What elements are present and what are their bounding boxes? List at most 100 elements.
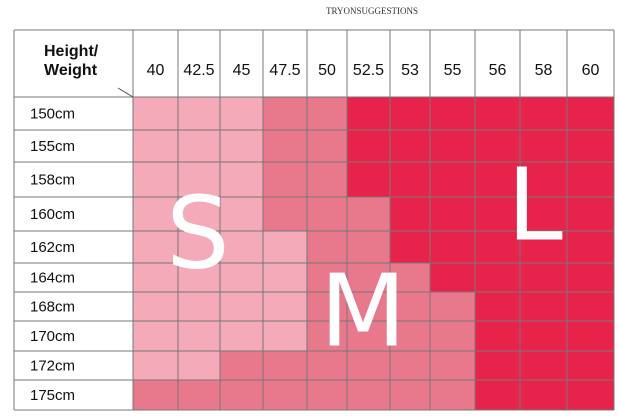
size-cell xyxy=(307,321,347,351)
size-cell xyxy=(520,97,567,130)
size-cell xyxy=(307,97,347,130)
size-cell xyxy=(178,130,220,162)
size-cell xyxy=(178,162,220,197)
row-label: 172cm xyxy=(30,357,75,374)
size-cell xyxy=(567,292,614,321)
size-cell xyxy=(520,380,567,410)
size-cell xyxy=(263,321,307,351)
size-cell xyxy=(430,197,475,231)
size-cell xyxy=(178,351,220,380)
size-cell xyxy=(307,292,347,321)
size-letter: L xyxy=(507,146,563,263)
size-cell xyxy=(430,130,475,162)
size-cell xyxy=(263,130,307,162)
row-label: 164cm xyxy=(30,269,75,286)
size-cell xyxy=(178,197,220,231)
size-cell xyxy=(520,162,567,197)
size-cell xyxy=(430,292,475,321)
size-cell xyxy=(475,231,520,263)
size-cell xyxy=(567,380,614,410)
size-cell xyxy=(390,263,430,292)
size-cell xyxy=(307,263,347,292)
size-cell xyxy=(390,292,430,321)
size-cell xyxy=(263,197,307,231)
size-cell xyxy=(520,321,567,351)
size-cell xyxy=(475,97,520,130)
column-label: 56 xyxy=(489,62,507,79)
size-cell xyxy=(347,97,390,130)
size-cell xyxy=(133,263,178,292)
size-cell xyxy=(347,162,390,197)
size-cell xyxy=(430,263,475,292)
size-cell xyxy=(178,231,220,263)
size-cell xyxy=(430,380,475,410)
size-cell xyxy=(390,97,430,130)
row-label: 170cm xyxy=(30,328,75,345)
size-cell xyxy=(347,197,390,231)
size-cell xyxy=(567,263,614,292)
size-cell xyxy=(390,321,430,351)
size-cell xyxy=(475,380,520,410)
size-cell xyxy=(133,130,178,162)
size-cell xyxy=(178,97,220,130)
size-letter: M xyxy=(320,252,406,369)
size-cell xyxy=(133,292,178,321)
column-label: 52.5 xyxy=(353,62,384,79)
size-cell xyxy=(263,263,307,292)
size-cell xyxy=(263,380,307,410)
size-cell xyxy=(390,231,430,263)
size-cell xyxy=(220,292,263,321)
size-cell xyxy=(347,292,390,321)
corner-divider xyxy=(117,87,134,98)
column-label: 42.5 xyxy=(183,62,214,79)
column-label: 53 xyxy=(401,62,419,79)
size-cell xyxy=(347,263,390,292)
size-cell xyxy=(220,321,263,351)
column-label: 40 xyxy=(147,62,165,79)
size-cell xyxy=(475,263,520,292)
size-cell xyxy=(307,162,347,197)
size-cell xyxy=(263,292,307,321)
size-cell xyxy=(263,97,307,130)
size-cell xyxy=(475,130,520,162)
size-cell xyxy=(307,231,347,263)
size-cell xyxy=(178,292,220,321)
size-cell xyxy=(307,197,347,231)
row-label: 155cm xyxy=(30,138,75,155)
size-cell xyxy=(178,321,220,351)
row-label: 162cm xyxy=(30,239,75,256)
size-cell xyxy=(220,380,263,410)
size-cell xyxy=(567,197,614,231)
size-cell xyxy=(178,380,220,410)
size-cell xyxy=(133,321,178,351)
row-label: 175cm xyxy=(30,387,75,404)
column-label: 55 xyxy=(444,62,462,79)
size-cell xyxy=(567,97,614,130)
size-cell xyxy=(520,263,567,292)
row-label: 158cm xyxy=(30,171,75,188)
size-cell xyxy=(520,292,567,321)
corner-label: Height/ xyxy=(44,43,99,60)
size-cell xyxy=(133,197,178,231)
size-cell xyxy=(567,351,614,380)
size-cell xyxy=(133,162,178,197)
size-cell xyxy=(347,351,390,380)
size-cell xyxy=(347,380,390,410)
size-cell xyxy=(430,162,475,197)
size-cell xyxy=(430,97,475,130)
size-cell xyxy=(520,197,567,231)
size-cell xyxy=(475,321,520,351)
size-cell xyxy=(347,321,390,351)
size-cell xyxy=(520,130,567,162)
size-cell xyxy=(307,130,347,162)
size-cell xyxy=(520,351,567,380)
size-cell xyxy=(390,130,430,162)
row-label: 160cm xyxy=(30,206,75,223)
size-cell xyxy=(263,231,307,263)
column-label: 50 xyxy=(318,62,336,79)
size-cell xyxy=(220,130,263,162)
size-cell xyxy=(220,263,263,292)
column-label: 60 xyxy=(582,62,600,79)
size-cell xyxy=(263,351,307,380)
